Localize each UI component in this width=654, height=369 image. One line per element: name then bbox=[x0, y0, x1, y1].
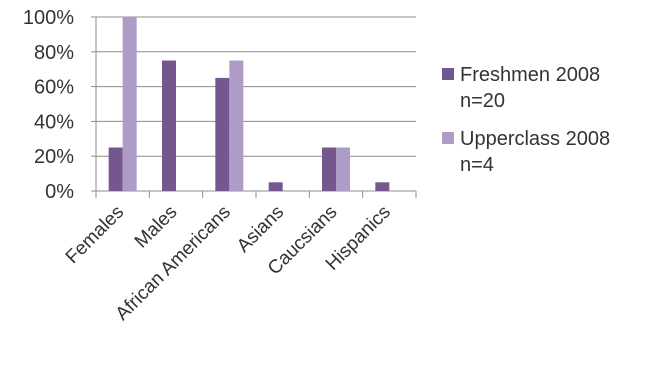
bar-freshmen bbox=[375, 182, 390, 191]
y-tick-label: 40% bbox=[34, 111, 74, 133]
x-tick-label: Females bbox=[62, 202, 128, 268]
y-tick-label: 0% bbox=[45, 181, 74, 203]
bar-freshmen bbox=[322, 147, 336, 191]
y-tick-label: 60% bbox=[34, 77, 74, 99]
legend-swatch-freshmen bbox=[442, 68, 454, 80]
bar-freshmen bbox=[108, 147, 123, 191]
legend: Freshmen 2008 n=20 Upperclass 2008 n=4 bbox=[442, 62, 652, 190]
y-tick-label: 80% bbox=[34, 42, 74, 64]
legend-item-freshmen: Freshmen 2008 n=20 bbox=[442, 62, 652, 114]
y-tick-label: 100% bbox=[23, 7, 74, 29]
bar-upperclass bbox=[122, 17, 137, 191]
bar-freshmen bbox=[268, 182, 283, 191]
legend-label-freshmen: Freshmen 2008 n=20 bbox=[460, 64, 601, 112]
bar-upperclass bbox=[229, 60, 244, 191]
bar-freshmen bbox=[215, 77, 230, 191]
bar-freshmen bbox=[162, 60, 176, 191]
bar-upperclass bbox=[336, 147, 350, 191]
x-tick-label: Males bbox=[131, 202, 182, 253]
y-tick-label: 20% bbox=[34, 146, 74, 168]
legend-swatch-upperclass bbox=[442, 132, 454, 144]
legend-item-upperclass: Upperclass 2008 n=4 bbox=[442, 126, 652, 178]
legend-label-upperclass: Upperclass 2008 n=4 bbox=[460, 128, 611, 176]
